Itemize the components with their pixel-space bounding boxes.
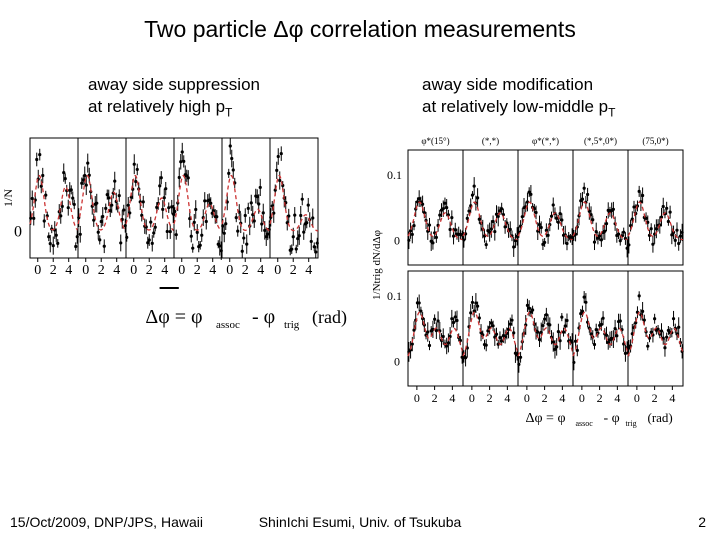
slide-number: 2 [698,514,706,530]
footer-author: ShinIchi Esumi, Univ. of Tsukuba [0,514,720,530]
svg-text:trig: trig [284,319,300,331]
svg-text:(rad): (rad) [312,307,347,328]
svg-text:4: 4 [161,263,168,278]
svg-text:2: 2 [652,391,658,405]
svg-text:0: 0 [14,224,22,241]
svg-text:0.1: 0.1 [387,289,402,303]
svg-text:0: 0 [414,391,420,405]
svg-text:0: 0 [274,263,281,278]
caption-right-line2a: at relatively low-middle p [422,97,608,116]
svg-text:2: 2 [432,391,438,405]
svg-text:0.1: 0.1 [387,168,402,182]
caption-right-sub: T [608,105,615,119]
svg-text:0: 0 [524,391,530,405]
svg-text:0: 0 [130,263,137,278]
svg-text:(rad): (rad) [648,410,673,425]
svg-text:Δφ = φ: Δφ = φ [525,411,565,426]
svg-text:4: 4 [614,391,620,405]
svg-text:0: 0 [469,391,475,405]
svg-text:2: 2 [597,391,603,405]
svg-text:4: 4 [669,391,675,405]
caption-left-sub: T [225,105,232,119]
svg-text:trig: trig [626,419,637,428]
svg-text:(75,0*): (75,0*) [642,136,668,146]
svg-text:- φ: - φ [252,306,275,328]
svg-text:4: 4 [113,263,120,278]
svg-text:4: 4 [257,263,264,278]
svg-text:(*,5*,0*): (*,5*,0*) [584,136,617,146]
svg-text:0: 0 [394,355,400,369]
svg-text:2: 2 [194,263,201,278]
svg-text:0: 0 [178,263,185,278]
svg-text:0: 0 [634,391,640,405]
svg-text:2: 2 [242,263,249,278]
svg-text:0: 0 [394,234,400,248]
svg-text:1/Ntrig dN/dΔφ: 1/Ntrig dN/dΔφ [371,230,383,300]
svg-text:2: 2 [487,391,493,405]
svg-text:4: 4 [305,263,312,278]
svg-text:assoc: assoc [216,319,240,331]
svg-text:φ*(15°): φ*(15°) [421,136,449,146]
caption-left-line2a: at relatively high p [88,97,225,116]
svg-text:4: 4 [559,391,565,405]
svg-text:0: 0 [579,391,585,405]
caption-right-line1: away side modification [422,75,593,94]
svg-text:2: 2 [98,263,105,278]
caption-left-line1: away side suppression [88,75,260,94]
correlation-chart-left: 02400240240240240241/NΔφ = φassoc- φtrig… [0,130,350,390]
caption-left: away side suppression at relatively high… [88,74,260,121]
svg-text:φ*(*,*): φ*(*,*) [532,136,559,146]
svg-text:0: 0 [226,263,233,278]
svg-text:4: 4 [209,263,216,278]
svg-text:0: 0 [82,263,89,278]
correlation-chart-right: φ*(15°) (*,*) φ*(*,*) (*,5*,0*) (75,0*) 0 0.1 0… [370,130,705,450]
svg-text:- φ: - φ [604,411,620,426]
slide-title: Two particle Δφ correlation measurements [0,16,720,43]
svg-text:2: 2 [542,391,548,405]
svg-text:2: 2 [290,263,297,278]
svg-text:Δφ = φ: Δφ = φ [145,306,202,328]
svg-text:2: 2 [146,263,153,278]
svg-text:1/N: 1/N [1,189,15,207]
svg-text:(*,*): (*,*) [482,136,499,146]
svg-text:2: 2 [50,263,57,278]
svg-text:0: 0 [34,263,41,278]
svg-text:4: 4 [65,263,72,278]
caption-right: away side modification at relatively low… [422,74,615,121]
svg-text:assoc: assoc [576,419,594,428]
svg-text:4: 4 [504,391,510,405]
svg-text:4: 4 [449,391,455,405]
